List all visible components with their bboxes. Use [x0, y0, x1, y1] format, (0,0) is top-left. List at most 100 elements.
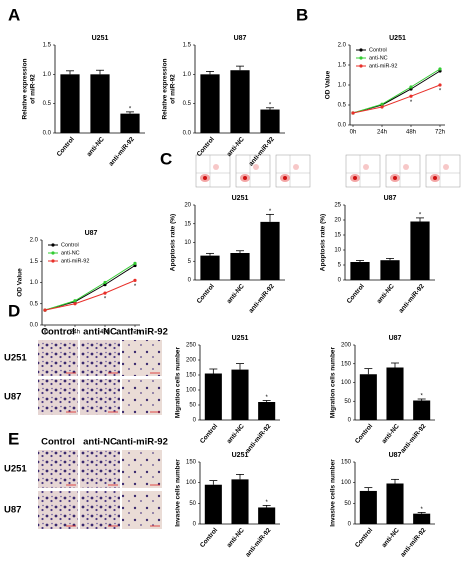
- series-line: [352, 68, 441, 114]
- chart-title: U87: [384, 195, 397, 202]
- point: [103, 280, 107, 285]
- chart-title: U87: [234, 35, 247, 42]
- bar: [90, 74, 110, 133]
- y-tick-label: 0: [348, 418, 352, 424]
- y-tick-label: 2.0: [338, 43, 347, 49]
- y-tick-label: 0.5: [338, 103, 347, 109]
- y-tick-label: 0: [188, 278, 192, 284]
- cell-image: [38, 379, 78, 415]
- cell-cluster: [253, 164, 259, 170]
- panel-label: D: [8, 301, 20, 320]
- significance: *: [269, 102, 272, 108]
- bar: [413, 400, 431, 420]
- panel-label: A: [8, 5, 20, 24]
- bar: [204, 373, 222, 420]
- point: [43, 308, 47, 312]
- y-tick-label: 2.0: [30, 238, 39, 244]
- y-tick-label: 20: [334, 218, 341, 224]
- cytometry-plot: [235, 154, 271, 188]
- y-tick-label: 1.0: [30, 280, 39, 286]
- bar: [359, 374, 377, 420]
- point: [409, 94, 413, 98]
- y-tick-label: 150: [341, 460, 352, 466]
- bar: [230, 253, 250, 280]
- x-tick-label: 24h: [377, 130, 387, 136]
- column-label: anti-NC: [83, 327, 117, 338]
- x-tick-label: anti-NC: [381, 527, 401, 549]
- x-tick-label: 48h: [100, 330, 110, 336]
- x-tick-label: anti-miR-92: [399, 527, 427, 559]
- cytometry-plot: [195, 154, 231, 188]
- x-tick-label: Control: [199, 527, 219, 549]
- panel-label: E: [8, 429, 19, 448]
- cell-cluster: [213, 164, 219, 170]
- bar: [260, 109, 280, 133]
- point: [73, 302, 77, 306]
- row-label: U251: [4, 353, 27, 364]
- significance: *: [134, 284, 137, 290]
- significance: *: [420, 394, 423, 400]
- cell-cluster: [403, 164, 409, 170]
- significance: *: [265, 395, 268, 401]
- bar: [350, 262, 370, 280]
- y-tick-label: 0.0: [183, 131, 192, 137]
- y-tick-label: 0.0: [338, 123, 347, 129]
- panel-label: B: [296, 5, 308, 24]
- y-tick-label: 15: [334, 233, 341, 239]
- y-axis-label: Migration cells number: [175, 346, 182, 418]
- x-tick-label: anti-NC: [226, 136, 246, 158]
- significance: *: [410, 100, 413, 106]
- column-label: anti-miR-92: [116, 437, 168, 448]
- point: [351, 111, 355, 115]
- y-axis-label: Invasive cells number: [330, 459, 337, 527]
- legend-label: Control: [61, 242, 79, 248]
- y-tick-label: 25: [334, 203, 341, 209]
- y-tick-label: 15: [184, 221, 191, 227]
- bar: [386, 367, 404, 420]
- y-tick-label: 0: [338, 278, 342, 284]
- cell-cluster: [293, 164, 299, 170]
- y-tick-label: 0: [193, 522, 197, 528]
- bar: [60, 74, 80, 133]
- cell-image: [122, 491, 162, 529]
- legend-label: anti-NC: [61, 250, 80, 256]
- significance: *: [265, 500, 268, 506]
- y-tick-label: 200: [186, 358, 197, 364]
- y-tick-label: 200: [341, 343, 352, 349]
- legend-label: anti-NC: [369, 55, 388, 61]
- x-tick-label: anti-NC: [376, 283, 396, 305]
- y-tick-label: 0.5: [183, 101, 192, 107]
- bar: [231, 479, 249, 524]
- y-tick-label: 10: [184, 240, 191, 246]
- row-label: U251: [4, 464, 27, 475]
- chart-title: U251: [389, 35, 406, 42]
- x-tick-label: 0h: [350, 130, 357, 136]
- cell-image: [38, 491, 78, 529]
- bar: [120, 113, 140, 133]
- cell-image: [38, 340, 78, 376]
- legend-label: anti-miR-92: [61, 258, 89, 264]
- point: [438, 83, 442, 87]
- y-tick-label: 1.5: [183, 43, 192, 49]
- chart-title: U251: [232, 335, 249, 342]
- x-tick-label: anti-miR-92: [399, 423, 427, 455]
- cell-image: [80, 450, 120, 488]
- cell-cluster: [393, 176, 397, 180]
- x-tick-label: anti-miR-92: [398, 283, 426, 315]
- x-tick-label: Control: [346, 283, 366, 305]
- bar: [258, 402, 276, 420]
- point: [133, 261, 137, 265]
- row-label: U87: [4, 392, 21, 403]
- y-tick-label: 100: [186, 388, 197, 394]
- column-label: Control: [41, 437, 75, 448]
- x-tick-label: anti-miR-92: [248, 283, 276, 315]
- bar: [200, 255, 220, 280]
- bar: [258, 507, 276, 524]
- y-tick-label: 10: [334, 248, 341, 254]
- x-tick-label: Control: [354, 423, 374, 445]
- legend-marker: [359, 48, 363, 52]
- y-tick-label: 150: [186, 460, 197, 466]
- legend-marker: [51, 251, 55, 255]
- y-tick-label: 0.5: [30, 301, 39, 307]
